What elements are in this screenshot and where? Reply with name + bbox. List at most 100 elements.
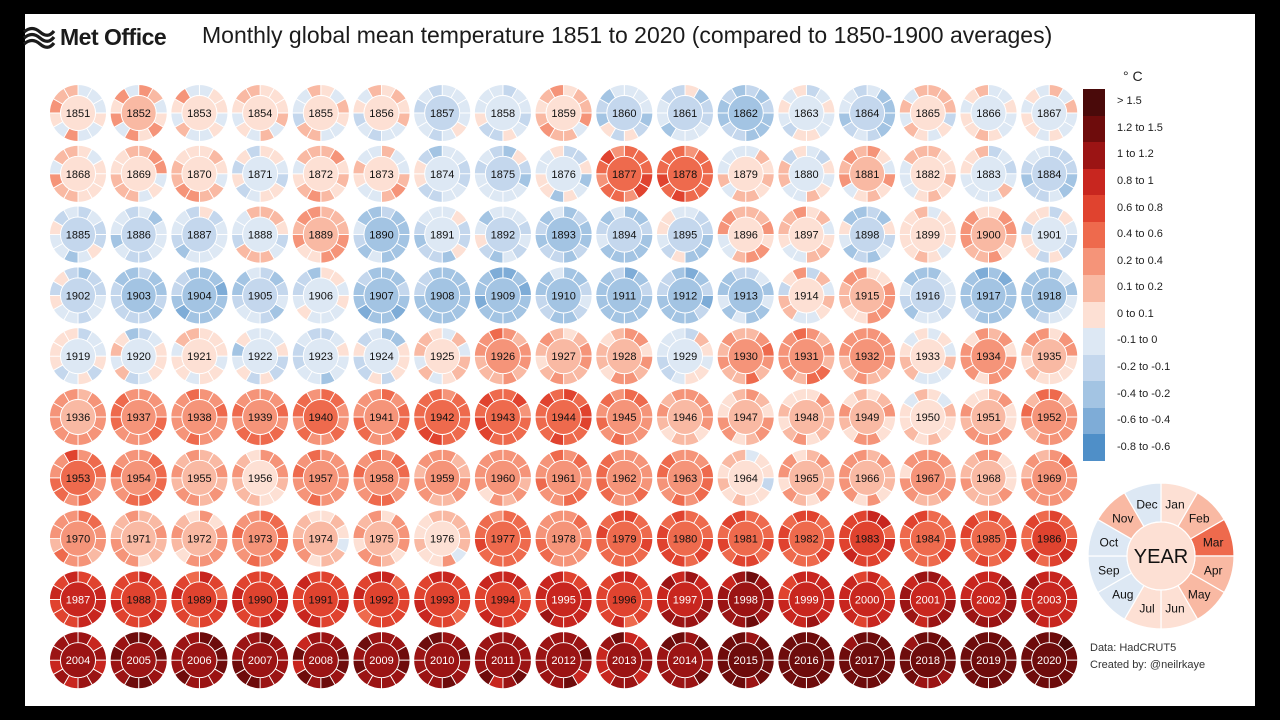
key-month-label-nov: Nov bbox=[1112, 511, 1133, 525]
year-wheel-1920: 1920 bbox=[109, 327, 168, 386]
year-center-2013 bbox=[606, 642, 643, 679]
year-label-1930: 1930 bbox=[733, 351, 757, 363]
year-label-1956: 1956 bbox=[248, 473, 272, 485]
legend-label-12: -0.6 to -0.4 bbox=[1117, 414, 1171, 427]
year-center-1933 bbox=[909, 338, 946, 375]
year-wheel-1868: 1868 bbox=[49, 144, 107, 203]
year-center-1991 bbox=[302, 581, 339, 618]
credits: Data: HadCRUT5 Created by: @neilrkaye bbox=[1090, 640, 1205, 674]
year-wheel-1990: 1990 bbox=[231, 570, 290, 629]
year-label-1855: 1855 bbox=[309, 108, 333, 120]
year-wheel-1991: 1991 bbox=[291, 570, 350, 629]
year-label-1883: 1883 bbox=[976, 169, 1000, 181]
year-center-1974 bbox=[302, 520, 339, 557]
year-center-1868 bbox=[60, 155, 96, 192]
year-center-1934 bbox=[970, 338, 1007, 375]
year-wheel-1993: 1993 bbox=[413, 570, 472, 629]
year-label-2012: 2012 bbox=[551, 655, 575, 667]
year-center-1980 bbox=[667, 520, 703, 557]
legend-label-3: 0.8 to 1 bbox=[1117, 175, 1154, 187]
year-wheel-2018: 2018 bbox=[898, 631, 957, 690]
year-wheel-1940: 1940 bbox=[291, 388, 350, 446]
year-center-2015 bbox=[727, 642, 764, 679]
year-wheel-1928: 1928 bbox=[595, 327, 654, 386]
year-wheel-2003: 2003 bbox=[1020, 570, 1079, 629]
year-center-1899 bbox=[909, 216, 946, 253]
year-center-2016 bbox=[788, 642, 825, 679]
year-label-1870: 1870 bbox=[187, 169, 211, 181]
year-label-1889: 1889 bbox=[309, 230, 333, 242]
year-wheel-1884: 1884 bbox=[1020, 144, 1079, 203]
year-label-1926: 1926 bbox=[491, 351, 515, 363]
year-center-1856 bbox=[363, 95, 400, 131]
year-wheel-1943: 1943 bbox=[473, 388, 532, 446]
year-label-1859: 1859 bbox=[551, 108, 575, 120]
year-wheel-1932: 1932 bbox=[838, 327, 897, 386]
year-wheel-1910: 1910 bbox=[534, 266, 593, 325]
year-wheel-1855: 1855 bbox=[291, 84, 350, 142]
year-wheel-1871: 1871 bbox=[231, 144, 290, 203]
year-wheel-1968: 1968 bbox=[959, 448, 1018, 507]
year-center-1891 bbox=[424, 216, 461, 253]
year-center-1855 bbox=[302, 95, 339, 131]
year-center-1864 bbox=[849, 95, 886, 131]
year-label-1951: 1951 bbox=[976, 412, 1000, 424]
legend-swatch-10 bbox=[1083, 354, 1105, 382]
year-label-2018: 2018 bbox=[916, 655, 940, 667]
year-label-1976: 1976 bbox=[430, 534, 454, 546]
year-label-2007: 2007 bbox=[248, 655, 272, 667]
year-label-1971: 1971 bbox=[126, 534, 150, 546]
year-wheel-1883: 1883 bbox=[959, 144, 1018, 203]
legend-label-5: 0.4 to 0.6 bbox=[1117, 228, 1163, 241]
year-wheel-1999: 1999 bbox=[777, 570, 836, 629]
year-wheel-1893: 1893 bbox=[534, 205, 593, 264]
year-center-1859 bbox=[545, 95, 582, 131]
year-wheel-1981: 1981 bbox=[716, 509, 775, 568]
year-label-1973: 1973 bbox=[248, 534, 272, 546]
year-center-1909 bbox=[484, 277, 521, 314]
year-label-1932: 1932 bbox=[855, 351, 879, 363]
year-label-1892: 1892 bbox=[491, 230, 515, 242]
year-center-1940 bbox=[302, 399, 339, 435]
legend-swatch-9 bbox=[1083, 328, 1105, 356]
year-wheel-1930: 1930 bbox=[716, 327, 775, 386]
year-wheel-1924: 1924 bbox=[352, 327, 411, 386]
year-center-1973 bbox=[242, 520, 279, 557]
year-wheel-2020: 2020 bbox=[1020, 631, 1079, 690]
year-label-1978: 1978 bbox=[551, 534, 575, 546]
year-wheel-1918: 1918 bbox=[1020, 266, 1079, 325]
year-label-1897: 1897 bbox=[794, 230, 818, 242]
year-label-1972: 1972 bbox=[187, 534, 211, 546]
year-wheel-1969: 1969 bbox=[1020, 448, 1079, 507]
year-wheel-1975: 1975 bbox=[352, 509, 411, 568]
year-center-1865 bbox=[909, 95, 946, 131]
year-wheel-1865: 1865 bbox=[898, 84, 957, 142]
year-center-1996 bbox=[606, 581, 643, 618]
year-label-1895: 1895 bbox=[673, 230, 697, 242]
year-label-1866: 1866 bbox=[976, 108, 1000, 120]
year-label-2014: 2014 bbox=[673, 655, 697, 667]
year-wheel-1906: 1906 bbox=[291, 266, 350, 325]
year-wheel-1904: 1904 bbox=[170, 266, 229, 325]
year-label-1998: 1998 bbox=[733, 594, 757, 606]
year-label-2000: 2000 bbox=[855, 594, 879, 606]
data-source: Data: HadCRUT5 bbox=[1090, 642, 1177, 654]
year-label-1987: 1987 bbox=[66, 594, 90, 606]
year-wheel-2002: 2002 bbox=[959, 570, 1018, 629]
year-wheel-1958: 1958 bbox=[352, 448, 411, 507]
key-month-label-apr: Apr bbox=[1204, 563, 1223, 577]
year-label-2006: 2006 bbox=[187, 655, 211, 667]
year-center-1964 bbox=[727, 459, 764, 496]
year-label-1988: 1988 bbox=[126, 594, 150, 606]
year-label-1981: 1981 bbox=[733, 534, 757, 546]
year-label-1985: 1985 bbox=[976, 534, 1000, 546]
year-wheel-1853: 1853 bbox=[170, 84, 229, 142]
year-center-1942 bbox=[424, 399, 461, 435]
year-wheel-1954: 1954 bbox=[109, 448, 168, 507]
year-wheel-1876: 1876 bbox=[534, 144, 593, 203]
year-wheel-1964: 1964 bbox=[716, 448, 775, 507]
year-label-1858: 1858 bbox=[491, 108, 515, 120]
legend-label-0: > 1.5 bbox=[1117, 95, 1142, 108]
year-label-1986: 1986 bbox=[1037, 534, 1061, 546]
year-center-2005 bbox=[120, 642, 157, 679]
